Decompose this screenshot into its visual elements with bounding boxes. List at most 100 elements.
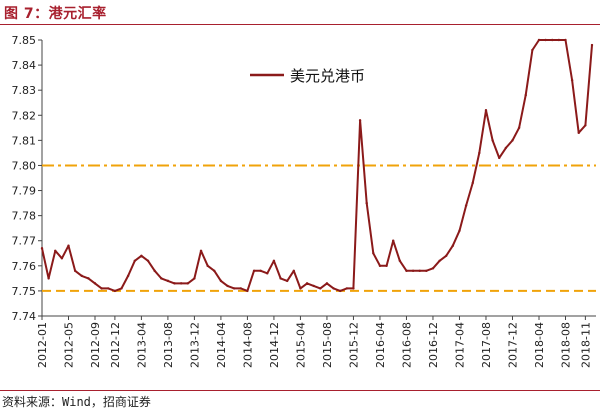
x-tick-label: 2012-05 <box>63 322 76 368</box>
footer-divider <box>0 390 600 391</box>
data-point <box>484 109 488 112</box>
data-point <box>146 259 150 262</box>
data-point <box>312 284 315 288</box>
y-tick-label: 7.84 <box>12 59 37 72</box>
x-tick-label: 2014-12 <box>268 322 281 368</box>
y-tick-label: 7.76 <box>12 260 37 273</box>
data-point <box>73 269 77 273</box>
data-point <box>504 146 508 150</box>
data-point <box>398 259 402 262</box>
data-point <box>80 274 83 278</box>
data-point <box>358 119 362 122</box>
data-point <box>557 38 561 42</box>
data-point <box>259 269 262 273</box>
data-point <box>319 287 322 290</box>
data-point <box>285 279 289 283</box>
data-point <box>47 277 50 280</box>
data-point <box>219 279 223 283</box>
data-point <box>332 287 335 290</box>
data-point <box>299 287 302 290</box>
y-tick-label: 7.78 <box>12 210 37 223</box>
data-point <box>564 38 567 42</box>
data-point <box>279 277 282 280</box>
x-tick-label: 2015-04 <box>294 322 307 368</box>
y-tick-label: 7.81 <box>12 134 37 147</box>
data-point <box>153 269 156 273</box>
data-point <box>365 201 368 205</box>
data-point <box>551 38 554 42</box>
x-tick-label: 2015-12 <box>347 322 360 368</box>
y-tick-label: 7.77 <box>12 235 37 248</box>
data-point <box>478 151 481 155</box>
x-tick-label: 2012-09 <box>89 322 102 368</box>
y-tick-label: 7.82 <box>12 109 37 122</box>
title-divider <box>0 24 600 25</box>
data-point <box>577 131 580 135</box>
data-point <box>120 287 123 290</box>
data-point <box>100 287 103 290</box>
data-point <box>199 249 203 252</box>
x-tick-label: 2018-04 <box>533 322 546 368</box>
data-point <box>173 282 176 285</box>
data-point <box>133 259 136 262</box>
data-point <box>524 94 527 97</box>
figure-title: 图 7：港元汇率 <box>4 6 107 22</box>
x-tick-label: 2018-08 <box>559 322 572 368</box>
x-tick-label: 2018-11 <box>579 322 592 368</box>
data-point <box>378 264 382 268</box>
data-point <box>531 48 534 52</box>
y-tick-label: 7.74 <box>12 310 37 323</box>
data-point <box>126 274 130 278</box>
data-point <box>411 269 415 273</box>
data-point <box>464 204 468 207</box>
data-point <box>392 239 395 242</box>
data-point <box>431 267 435 270</box>
y-tick-label: 7.85 <box>12 34 37 47</box>
data-point <box>292 269 296 273</box>
x-tick-label: 2014-04 <box>215 322 228 368</box>
data-point <box>252 269 256 273</box>
data-point <box>405 269 408 273</box>
data-point <box>517 126 521 130</box>
data-point <box>458 229 461 232</box>
x-tick-label: 2012-12 <box>109 322 122 368</box>
data-point <box>213 269 216 273</box>
data-point <box>186 282 189 285</box>
data-point <box>272 259 276 262</box>
data-point <box>418 269 421 273</box>
data-point <box>451 244 455 247</box>
data-point <box>325 282 329 285</box>
data-point <box>537 38 541 42</box>
x-tick-label: 2016-08 <box>400 322 413 368</box>
data-point <box>372 252 375 255</box>
data-point <box>179 282 183 285</box>
data-point <box>246 289 249 293</box>
x-tick-label: 2016-12 <box>427 322 440 368</box>
data-point <box>352 287 355 290</box>
x-tick-label: 2017-12 <box>506 322 519 368</box>
source-note: 资料来源：Wind，招商证券 <box>2 395 151 409</box>
data-point <box>544 38 547 42</box>
data-point <box>107 287 110 290</box>
data-point <box>160 277 163 280</box>
data-point <box>93 282 97 285</box>
data-point <box>338 289 342 293</box>
data-point <box>232 287 236 290</box>
data-point <box>40 247 44 250</box>
data-point <box>345 287 349 290</box>
x-tick-label: 2015-08 <box>321 322 334 368</box>
y-tick-label: 7.75 <box>12 285 37 298</box>
data-point <box>471 181 474 185</box>
data-point <box>226 284 229 288</box>
data-point <box>445 254 448 257</box>
data-point <box>266 272 269 275</box>
data-point <box>491 139 494 142</box>
x-tick-label: 2013-08 <box>162 322 175 368</box>
data-point <box>113 289 117 293</box>
data-point <box>54 249 57 252</box>
y-tick-label: 7.80 <box>12 159 37 172</box>
y-tick-label: 7.83 <box>12 84 37 97</box>
x-tick-label: 2017-04 <box>453 322 466 368</box>
data-point <box>206 264 209 268</box>
data-point <box>498 156 501 160</box>
